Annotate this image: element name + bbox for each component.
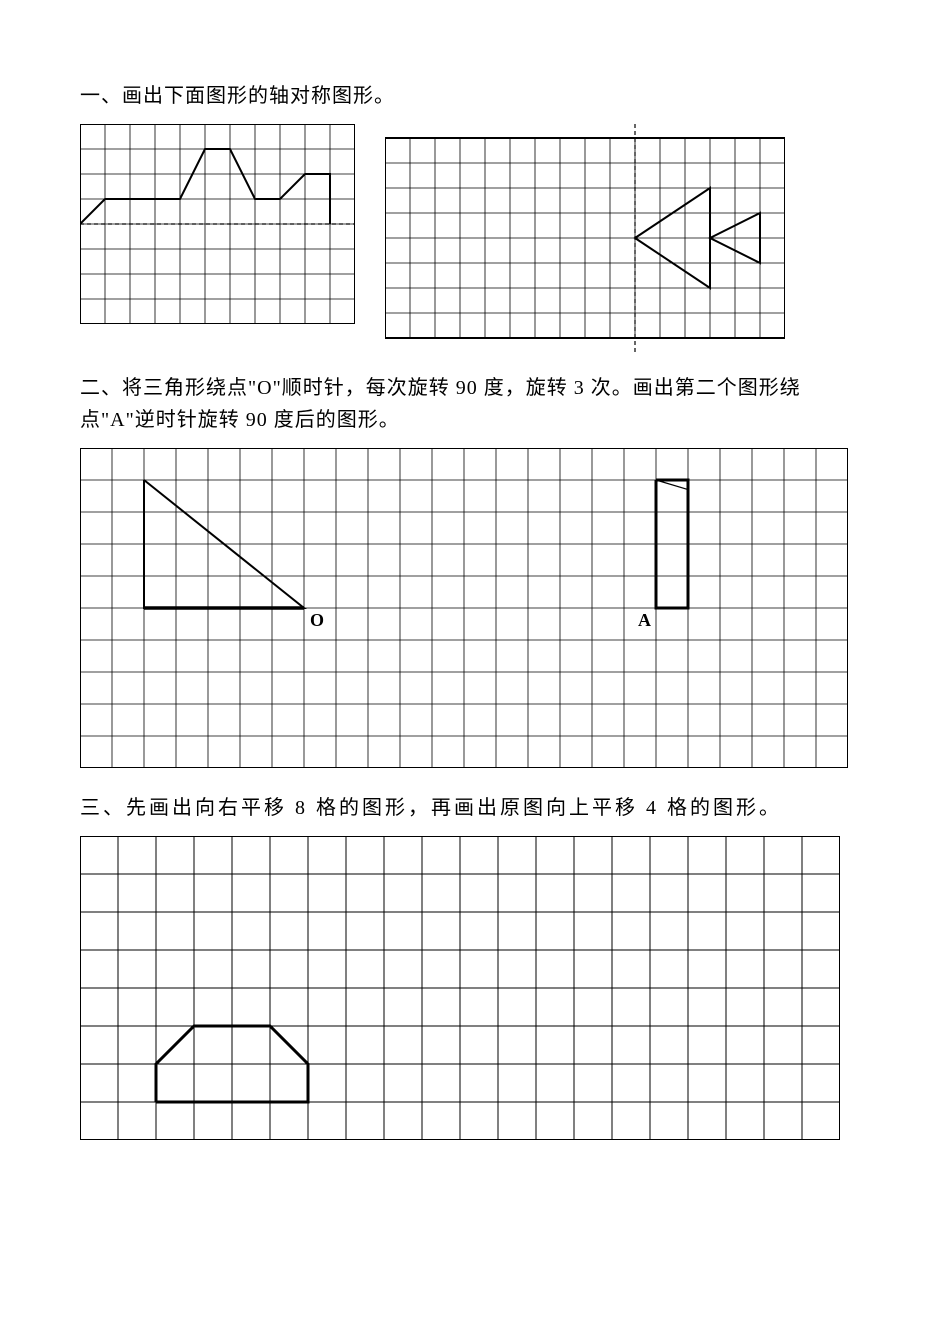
problem-1-figures bbox=[80, 124, 865, 352]
grid-1a bbox=[80, 124, 355, 352]
problem-1-text: 一、画出下面图形的轴对称图形。 bbox=[80, 80, 865, 112]
grid-2: OA bbox=[80, 448, 865, 768]
grid-1b bbox=[385, 124, 785, 352]
svg-text:A: A bbox=[638, 610, 651, 630]
problem-2-text: 二、将三角形绕点"O"顺时针，每次旋转 90 度，旋转 3 次。画出第二个图形绕… bbox=[80, 372, 865, 436]
svg-text:O: O bbox=[310, 610, 324, 630]
grid-3 bbox=[80, 836, 865, 1140]
worksheet-page: 一、画出下面图形的轴对称图形。 二、将三角形绕点"O"顺时针，每次旋转 90 度… bbox=[0, 0, 945, 1335]
problem-3-text: 三、先画出向右平移 8 格的图形，再画出原图向上平移 4 格的图形。 bbox=[80, 792, 865, 824]
